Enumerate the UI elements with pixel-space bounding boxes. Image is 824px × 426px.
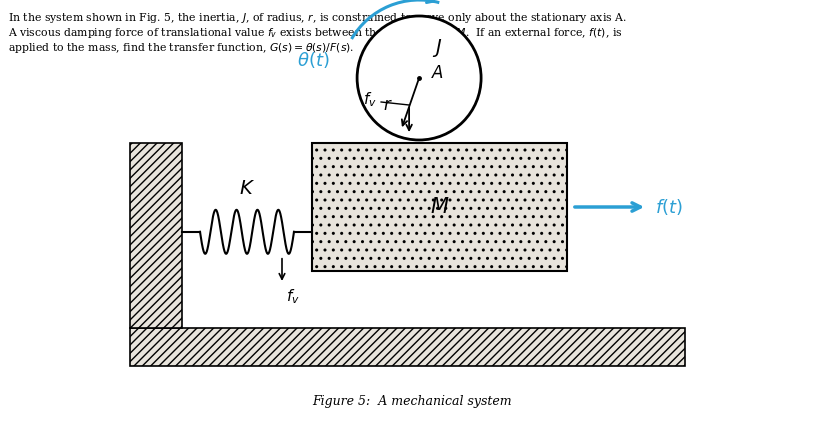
Text: $r$: $r$: [383, 98, 393, 115]
Text: $M$: $M$: [430, 197, 449, 217]
Text: $f_v$: $f_v$: [363, 91, 377, 109]
Bar: [130, 328, 685, 366]
Bar: [130, 143, 182, 328]
Text: In the system shown in Fig. 5, the inertia, $J$, of radius, $r$, is constrained : In the system shown in Fig. 5, the inert…: [8, 11, 627, 25]
Text: $A$: $A$: [431, 66, 444, 83]
Circle shape: [357, 16, 481, 140]
Text: A viscous damping force of translational value $f_v$ exists between the bodies $: A viscous damping force of translational…: [8, 26, 622, 40]
Text: Figure 5:  A mechanical system: Figure 5: A mechanical system: [312, 395, 512, 408]
Text: $f_v$: $f_v$: [286, 288, 300, 306]
Text: $K$: $K$: [239, 180, 255, 198]
Text: $J$: $J$: [432, 37, 442, 59]
Bar: [312, 143, 567, 271]
Text: $f(t)$: $f(t)$: [655, 197, 683, 217]
Text: applied to the mass, find the transfer function, $G(s) = \theta(s)/F(s)$.: applied to the mass, find the transfer f…: [8, 41, 354, 55]
Text: $\theta(t)$: $\theta(t)$: [297, 50, 329, 70]
